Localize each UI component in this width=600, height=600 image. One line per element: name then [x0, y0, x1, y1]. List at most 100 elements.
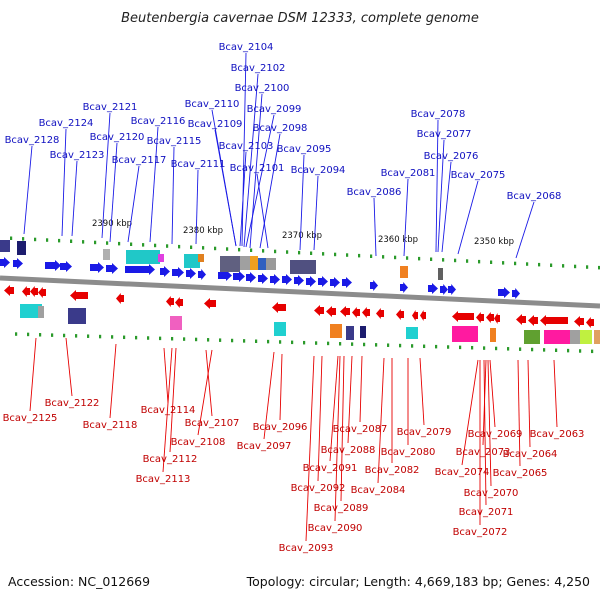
forward-leader-line: [61, 128, 67, 237]
forward-gene-arrow: [440, 284, 448, 295]
tick-mark-bottom: [147, 336, 150, 340]
tick-mark-bottom: [207, 338, 210, 342]
feature-block: [570, 330, 580, 344]
scale-label: 2370 kbp: [282, 231, 322, 241]
genome-backbone: [0, 275, 600, 309]
tick-mark-bottom: [579, 349, 582, 353]
forward-gene-arrow: [498, 287, 510, 298]
scale-labels: 2390 kbp 2380 kbp 2370 kbp 2360 kbp 2350 kbp: [92, 219, 514, 247]
feature-block: [490, 328, 496, 342]
feature-block: [360, 326, 366, 338]
forward-gene-arrow: [198, 269, 206, 280]
reverse-leader-line: [461, 359, 479, 466]
tick-mark-bottom: [279, 340, 282, 344]
tick-mark-bottom: [39, 333, 42, 337]
forward-gene-label: Bcav_2120: [90, 132, 145, 143]
forward-leader-line: [441, 161, 452, 253]
tick-mark-bottom: [351, 342, 354, 346]
forward-gene-labels: Bcav_2104 Bcav_2102 Bcav_2100 Bcav_2121 Bcav…: [5, 42, 562, 202]
forward-gene-label: Bcav_2102: [231, 63, 286, 74]
reverse-gene-arrow: [340, 306, 350, 317]
tick-mark-top: [214, 246, 217, 251]
tick-mark-top: [490, 260, 493, 264]
forward-gene-label: Bcav_2117: [112, 155, 167, 166]
forward-leader-line: [127, 165, 140, 243]
reverse-leader-line: [340, 355, 345, 502]
tick-mark-bottom: [267, 339, 270, 344]
forward-leader-line: [109, 142, 118, 243]
tick-mark-bottom: [399, 343, 402, 348]
scale-label: 2390 kbp: [92, 219, 132, 229]
forward-leader-line: [243, 73, 259, 248]
reverse-gene-label: Bcav_2092: [291, 483, 346, 494]
tick-mark-bottom: [75, 334, 78, 338]
reverse-gene-label: Bcav_2107: [185, 418, 240, 429]
feature-block: [266, 258, 276, 270]
feature-block: [258, 258, 266, 270]
forward-leader-line: [241, 52, 247, 247]
tick-mark-top: [22, 237, 25, 241]
forward-gene-arrow: [258, 273, 268, 284]
feature-block: [170, 316, 182, 330]
forward-gene-label: Bcav_2104: [219, 42, 274, 53]
forward-leader-line: [101, 112, 111, 239]
reverse-leader-line: [527, 359, 531, 448]
forward-gene-arrow: [218, 270, 232, 281]
reverse-gene-label: Bcav_2070: [464, 488, 519, 499]
tick-mark-top: [454, 258, 457, 263]
forward-gene-arrow: [318, 276, 328, 287]
tick-mark-bottom: [135, 335, 138, 340]
forward-gene-arrow: [306, 276, 316, 287]
tick-mark-bottom: [243, 339, 246, 343]
reverse-gene-arrow: [204, 298, 216, 309]
tick-mark-top: [478, 259, 481, 264]
feature-block: [17, 241, 26, 255]
reverse-gene-label: Bcav_2114: [141, 405, 196, 416]
reverse-leader-line: [483, 359, 487, 506]
forward-gene-label: Bcav_2076: [424, 151, 479, 162]
forward-gene-arrow: [0, 257, 10, 268]
feature-block: [438, 268, 443, 280]
feature-blocks: [0, 240, 600, 344]
reverse-leader-line: [347, 355, 353, 444]
reverse-leader-line: [419, 357, 425, 426]
reverse-gene-label: Bcav_2080: [381, 447, 436, 458]
tick-mark-top: [538, 262, 541, 267]
forward-gene-arrow: [342, 277, 352, 288]
tick-mark-bottom: [519, 347, 522, 351]
reverse-leader-line: [163, 347, 169, 404]
tick-mark-top: [346, 253, 349, 257]
forward-leader-line: [457, 180, 479, 255]
tick-mark-bottom: [63, 333, 66, 338]
tick-mark-bottom: [183, 337, 186, 341]
tick-mark-top: [466, 259, 469, 263]
tick-mark-bottom: [231, 338, 234, 343]
tick-mark-bottom: [363, 342, 366, 347]
feature-block: [594, 330, 600, 344]
tick-mark-top: [154, 243, 157, 248]
forward-gene-label: Bcav_2095: [277, 144, 332, 155]
forward-gene-label: Bcav_2128: [5, 135, 60, 146]
reverse-gene-arrow: [528, 315, 538, 326]
reverse-leader-line: [305, 355, 315, 542]
forward-gene-label: Bcav_2121: [83, 102, 138, 113]
tick-mark-bottom: [483, 346, 486, 350]
forward-leader-line: [435, 119, 439, 253]
reverse-gene-arrow: [314, 305, 324, 316]
tick-mark-top: [310, 251, 313, 255]
reverse-leader-line: [162, 347, 173, 473]
reverse-gene-label: Bcav_2090: [308, 523, 363, 534]
tick-mark-bottom: [159, 336, 162, 341]
forward-gene-arrow: [512, 288, 520, 299]
tick-mark-top: [514, 261, 517, 266]
reverse-gene-arrow: [326, 306, 336, 317]
forward-gene-label: Bcav_2123: [50, 150, 105, 161]
reverse-leader-line: [489, 359, 496, 428]
feature-block: [580, 330, 592, 344]
reverse-leader-line: [317, 355, 323, 482]
forward-gene-label: Bcav_2094: [291, 165, 346, 176]
reverse-leader-line: [197, 349, 213, 436]
feature-block: [274, 322, 286, 336]
forward-leader-line: [249, 93, 263, 249]
